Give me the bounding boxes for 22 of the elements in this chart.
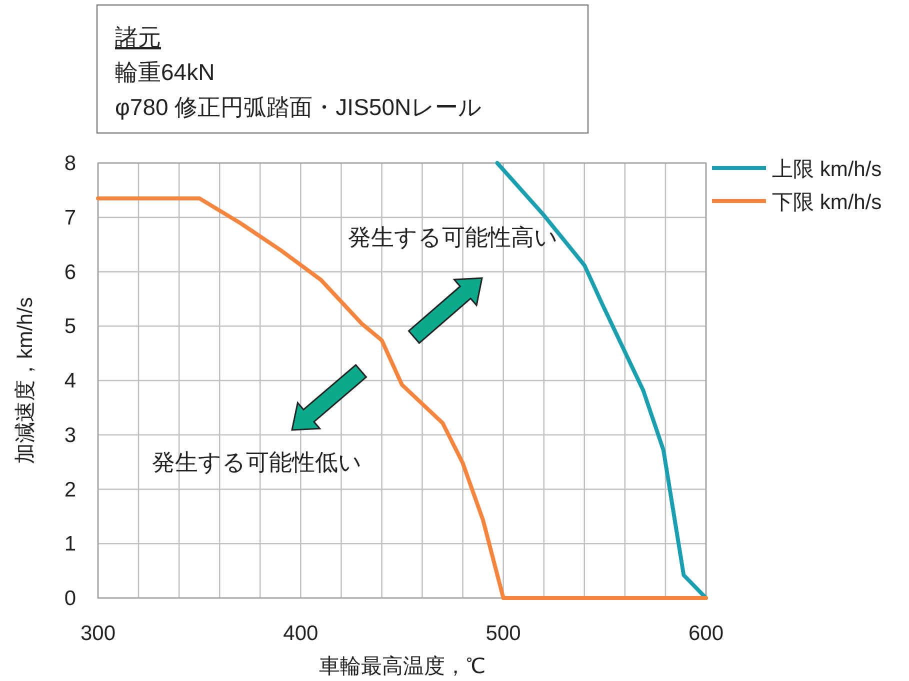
x-tick-label: 400	[283, 622, 318, 645]
y-tick-label: 5	[64, 315, 76, 338]
legend-label: 上限 km/h/s	[772, 158, 882, 181]
y-tick-label: 4	[64, 370, 76, 392]
y-tick-label: 8	[64, 152, 76, 175]
y-tick-label: 0	[64, 587, 76, 610]
x-tick-label: 600	[688, 622, 724, 645]
x-tick-label: 500	[486, 622, 521, 645]
y-axis-title: 加減速度，km/h/s	[14, 297, 37, 464]
text: φ780 修正円弧踏面・JIS50Nレール	[115, 94, 482, 120]
x-axis-title: 車輪最高温度，℃	[319, 655, 485, 678]
y-tick-label: 2	[64, 478, 76, 502]
y-tick-label: 3	[64, 424, 76, 447]
x-tick-label: 300	[80, 622, 116, 645]
annotation: 発生する可能性低い	[152, 449, 362, 475]
legend-label: 下限 km/h/s	[772, 191, 882, 214]
y-tick-label: 7	[64, 206, 76, 230]
y-tick-label: 6	[64, 260, 76, 284]
text: 輪重64kN	[115, 59, 215, 85]
annotation: 発生する可能性高い	[348, 224, 558, 250]
y-tick-label: 1	[64, 532, 76, 556]
text: 諸元	[115, 24, 161, 50]
